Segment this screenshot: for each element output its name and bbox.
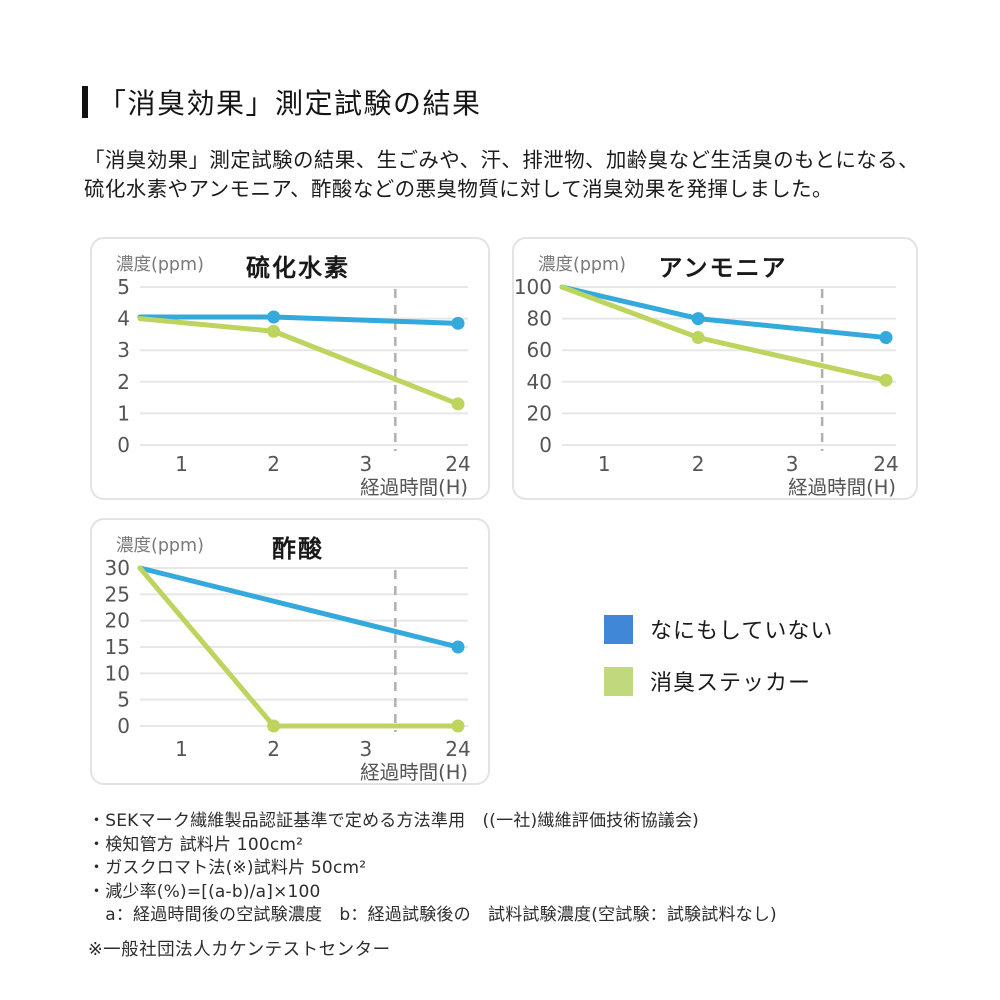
- data-point-dot: [879, 373, 893, 387]
- series-line: [559, 284, 889, 341]
- data-point-dot: [691, 331, 705, 345]
- y-tick-label: 20: [527, 401, 552, 425]
- title-accent-bar: [82, 86, 88, 118]
- series-line: [137, 316, 461, 407]
- data-point-dot: [267, 324, 281, 338]
- note-line: a：経過時間後の空試験濃度 b：経過試験後の 試料試験濃度(空試験：試験試料なし…: [88, 905, 777, 925]
- y-tick-label: 1: [117, 401, 130, 425]
- y-tick-label: 20: [105, 609, 130, 633]
- y-tick-label: 5: [117, 275, 130, 299]
- y-axis-unit-label: 濃度(ppm): [116, 536, 204, 556]
- note-line: ・減少率(%)=[(a-b)/a]×100: [88, 881, 321, 902]
- note-line: ・SEKマーク繊維製品認証基準で定める方法準用 ((一社)繊維評価技術協議会): [88, 811, 700, 831]
- note-line: ・ガスクロマト法(※)試料片 50cm²: [88, 858, 367, 878]
- y-tick-label: 0: [117, 433, 130, 457]
- intro-line-1: 「消臭効果」測定試験の結果、生ごみや、汗、排泄物、加齢臭など生活臭のもとになる、: [84, 148, 919, 172]
- legend-item-untreated: なにもしていない: [604, 613, 833, 645]
- chart-panel-hydrogen-sulfide: 0 1 2 3 4 5 1 2 3 24 濃度(ppm) 硫化水素経過時間(H): [90, 237, 490, 500]
- footnote: ※一般社団法人カケンテストセンター: [88, 940, 391, 960]
- y-tick-label: 4: [117, 307, 130, 331]
- x-tick-label: 2: [267, 737, 280, 761]
- series-line: [137, 565, 461, 650]
- page-header: 「消臭効果」測定試験の結果: [82, 82, 482, 122]
- y-axis-unit-label: 濃度(ppm): [538, 255, 626, 275]
- x-tick-label: 1: [598, 452, 611, 476]
- y-tick-label: 25: [105, 582, 130, 606]
- y-tick-label: 10: [105, 661, 130, 685]
- chart-title: 硫化水素: [246, 254, 350, 282]
- y-tick-label: 15: [105, 635, 130, 659]
- data-point-dot: [691, 312, 705, 326]
- x-tick-label: 3: [786, 452, 799, 476]
- y-tick-label: 40: [527, 370, 552, 394]
- data-point-dot: [879, 331, 893, 345]
- x-tick-label: 1: [175, 452, 188, 476]
- data-point-dot: [451, 640, 465, 654]
- chart-panel-acetic-acid: 0 5 10 15 20 25 30 1 2 3 24 濃度(ppm) 酢酸経過時間(H): [90, 518, 490, 785]
- method-notes: ・SEKマーク繊維製品認証基準で定める方法準用 ((一社)繊維評価技術協議会) …: [88, 810, 777, 928]
- intro-line-2: 硫化水素やアンモニア、酢酸などの悪臭物質に対して消臭効果を発揮しました。: [84, 177, 833, 201]
- data-point-dot: [267, 719, 281, 733]
- y-tick-label: 0: [117, 714, 130, 738]
- x-axis-label: 経過時間(H): [360, 476, 468, 498]
- data-point-dot: [267, 310, 281, 324]
- y-tick-label: 2: [117, 370, 130, 394]
- chart-title: アンモニア: [658, 254, 787, 282]
- x-tick-label: 24: [445, 452, 470, 476]
- chart-legend: なにもしていない 消臭ステッカー: [604, 613, 833, 697]
- x-tick-label: 2: [267, 452, 280, 476]
- x-tick-label: 2: [692, 452, 705, 476]
- legend-item-sticker: 消臭ステッカー: [604, 665, 833, 697]
- y-axis-unit-label: 濃度(ppm): [116, 255, 204, 275]
- data-point-dot: [451, 316, 465, 330]
- x-axis-label: 経過時間(H): [788, 476, 896, 498]
- y-tick-label: 80: [527, 307, 552, 331]
- x-tick-label: 24: [445, 737, 470, 761]
- x-tick-label: 24: [873, 452, 898, 476]
- data-point-dot: [451, 397, 465, 411]
- data-point-dot: [451, 719, 465, 733]
- y-tick-label: 5: [117, 688, 130, 712]
- intro-paragraph: 「消臭効果」測定試験の結果、生ごみや、汗、排泄物、加齢臭など生活臭のもとになる、…: [84, 146, 919, 204]
- x-tick-label: 1: [175, 737, 188, 761]
- y-tick-label: 3: [117, 338, 130, 362]
- y-tick-label: 30: [105, 556, 130, 580]
- y-tick-label: 60: [527, 338, 552, 362]
- chart-title: 酢酸: [272, 535, 324, 563]
- y-tick-label: 100: [514, 275, 552, 299]
- chart-panel-ammonia: 0 20 40 60 80 100 1 2 3 24 濃度(ppm) アンモニア経過時間(H): [512, 237, 918, 500]
- x-axis-label: 経過時間(H): [360, 761, 468, 783]
- legend-label-sticker: 消臭ステッカー: [650, 671, 812, 696]
- y-tick-label: 0: [539, 433, 552, 457]
- green-legend-swatch: [604, 666, 633, 696]
- x-tick-label: 3: [359, 737, 372, 761]
- x-tick-label: 3: [359, 452, 372, 476]
- note-line: ・検知管方 試料片 100cm²: [88, 834, 304, 855]
- page-title: 「消臭効果」測定試験の結果: [98, 87, 482, 120]
- blue-legend-swatch: [604, 614, 633, 644]
- legend-label-untreated: なにもしていない: [650, 619, 834, 644]
